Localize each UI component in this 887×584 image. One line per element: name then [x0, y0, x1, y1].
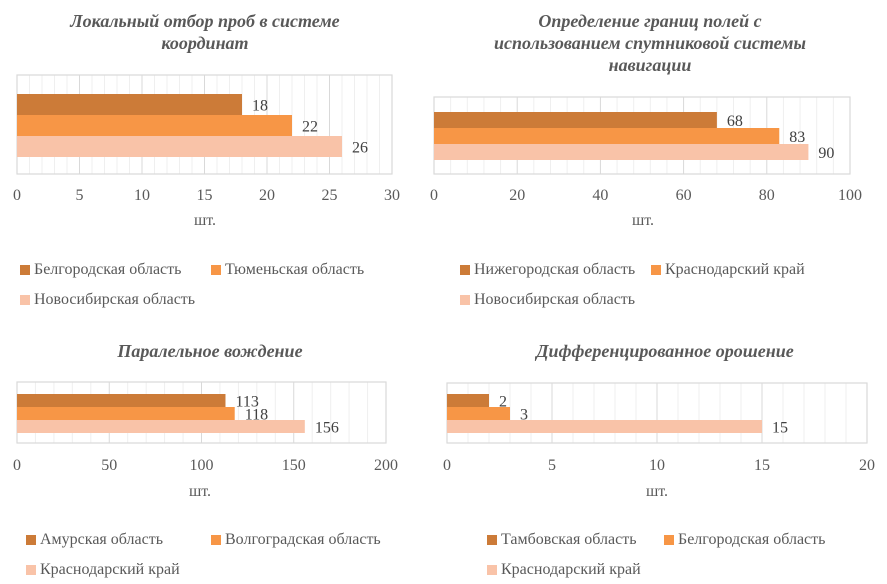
x-tick-label: 20 [509, 187, 525, 204]
bar [434, 128, 780, 144]
x-axis-title: шт. [645, 483, 669, 500]
x-tick-label: 5 [76, 187, 84, 204]
data-label: 18 [252, 98, 268, 115]
x-tick-label: 100 [838, 187, 862, 204]
legend-swatch-icon [26, 565, 36, 575]
chart-title: Локальный отбор проб в системе координат [0, 10, 410, 54]
legend-item: Новосибирская область [20, 291, 195, 309]
bar [17, 420, 305, 433]
legend-item: Краснодарский край [26, 561, 180, 579]
bar [17, 94, 242, 115]
legend-swatch-icon [26, 535, 36, 545]
x-axis-title: шт. [193, 212, 217, 229]
data-label: 22 [302, 119, 318, 136]
data-label: 3 [520, 407, 528, 424]
chart-title-line: использованием спутниковой системы [494, 33, 806, 53]
bar [447, 394, 489, 407]
legend-item: Краснодарский край [651, 261, 805, 279]
bar [17, 136, 342, 157]
bar [434, 144, 809, 160]
data-label: 83 [789, 129, 805, 146]
bar [17, 115, 292, 136]
x-tick-label: 200 [374, 457, 398, 474]
legend-label: Краснодарский край [501, 561, 641, 578]
x-tick-label: 15 [197, 187, 213, 204]
legend-label: Новосибирская область [34, 291, 196, 308]
x-tick-label: 15 [754, 457, 770, 474]
legend-swatch-icon [487, 535, 497, 545]
chart-title-line: Локальный отбор проб в системе [70, 11, 340, 31]
legend-item: Новосибирская область [460, 291, 635, 309]
legend-swatch-icon [460, 295, 470, 305]
legend-item: Белгородская область [664, 531, 825, 549]
x-tick-label: 10 [649, 457, 665, 474]
x-tick-label: 80 [759, 187, 775, 204]
x-tick-label: 60 [676, 187, 692, 204]
legend-swatch-icon [664, 535, 674, 545]
x-tick-label: 40 [592, 187, 608, 204]
chart-title: Дифференцированное орошение [450, 340, 880, 362]
bar [447, 420, 762, 433]
data-label: 113 [235, 394, 258, 411]
legend-swatch-icon [20, 265, 30, 275]
legend-swatch-icon [211, 265, 221, 275]
data-label: 26 [352, 140, 368, 157]
legend-label: Краснодарский край [665, 261, 805, 278]
x-tick-label: 100 [190, 457, 214, 474]
x-tick-label: 10 [134, 187, 150, 204]
legend-item: Нижегородская область [460, 261, 635, 279]
x-tick-label: 0 [430, 187, 438, 204]
legend-swatch-icon [211, 535, 221, 545]
chart-title: Определение границ полей с использование… [430, 10, 870, 76]
legend-swatch-icon [460, 265, 470, 275]
legend-label: Нижегородская область [474, 261, 636, 278]
data-label: 118 [245, 407, 268, 424]
x-tick-label: 0 [13, 457, 21, 474]
chart-title-line: Паралельное вождение [117, 341, 303, 361]
legend-label: Новосибирская область [474, 291, 636, 308]
x-tick-label: 0 [13, 187, 21, 204]
bar [17, 394, 226, 407]
legend-label: Краснодарский край [40, 561, 180, 578]
chart-title-line: навигации [608, 55, 692, 75]
data-label: 15 [772, 420, 788, 437]
legend-label: Тамбовская область [501, 531, 637, 548]
legend-label: Тюменьская область [225, 261, 365, 278]
legend-item: Волгоградская область [211, 531, 381, 549]
legend-label: Белгородская область [34, 261, 182, 278]
x-tick-label: 25 [322, 187, 338, 204]
x-axis-title: шт. [188, 483, 212, 500]
data-label: 90 [818, 145, 834, 162]
x-tick-label: 50 [101, 457, 117, 474]
legend-label: Белгородская область [678, 531, 826, 548]
legend-item: Амурская область [26, 531, 163, 549]
legend-item: Краснодарский край [487, 561, 641, 579]
x-tick-label: 150 [282, 457, 306, 474]
legend-label: Волгоградская область [225, 531, 381, 548]
x-tick-label: 5 [548, 457, 556, 474]
data-label: 2 [499, 394, 507, 411]
legend-swatch-icon [20, 295, 30, 305]
chart-title-line: координат [161, 33, 249, 53]
chart-title-line: Дифференцированное орошение [536, 341, 794, 361]
x-tick-label: 20 [259, 187, 275, 204]
x-axis-title: шт. [631, 212, 655, 229]
chart-title: Паралельное вождение [0, 340, 420, 362]
legend-label: Амурская область [40, 531, 163, 548]
bar [434, 112, 717, 128]
bar [17, 407, 235, 420]
legend-swatch-icon [487, 565, 497, 575]
legend-item: Тюменьская область [211, 261, 364, 279]
x-tick-label: 20 [859, 457, 875, 474]
bar [447, 407, 510, 420]
x-tick-label: 30 [384, 187, 400, 204]
data-label: 68 [727, 113, 743, 130]
legend-item: Белгородская область [20, 261, 181, 279]
legend-item: Тамбовская область [487, 531, 637, 549]
x-tick-label: 0 [443, 457, 451, 474]
legend-swatch-icon [651, 265, 661, 275]
chart-title-line: Определение границ полей с [538, 11, 762, 31]
data-label: 156 [315, 420, 339, 437]
